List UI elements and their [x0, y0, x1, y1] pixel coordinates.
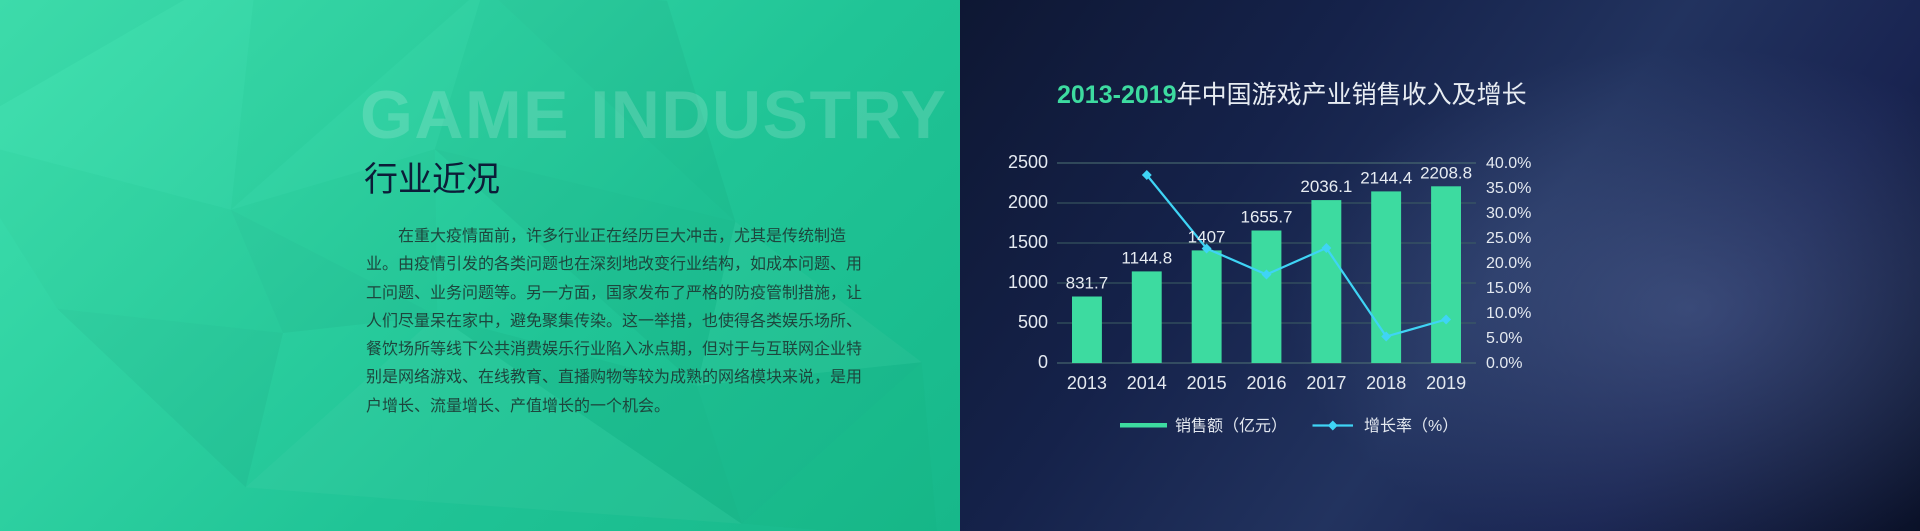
svg-text:500: 500: [1018, 312, 1048, 332]
svg-text:1655.7: 1655.7: [1241, 208, 1293, 227]
svg-text:0.0%: 0.0%: [1486, 355, 1522, 372]
svg-text:2000: 2000: [1008, 192, 1048, 212]
svg-text:30.0%: 30.0%: [1486, 205, 1531, 222]
svg-text:2014: 2014: [1127, 373, 1167, 393]
svg-text:40.0%: 40.0%: [1486, 155, 1531, 172]
svg-text:增长率（%）: 增长率（%）: [1364, 417, 1458, 435]
svg-text:5.0%: 5.0%: [1486, 330, 1522, 347]
svg-text:2036.1: 2036.1: [1300, 177, 1352, 196]
svg-text:1407: 1407: [1188, 227, 1226, 246]
svg-text:25.0%: 25.0%: [1486, 230, 1531, 247]
svg-text:2015: 2015: [1187, 373, 1227, 393]
svg-text:1500: 1500: [1008, 232, 1048, 252]
svg-text:1000: 1000: [1008, 272, 1048, 292]
svg-text:20.0%: 20.0%: [1486, 255, 1531, 272]
svg-text:2013: 2013: [1067, 373, 1107, 393]
svg-text:1144.8: 1144.8: [1121, 248, 1172, 267]
svg-text:0: 0: [1038, 352, 1048, 372]
svg-text:2019: 2019: [1426, 373, 1466, 393]
svg-text:10.0%: 10.0%: [1486, 305, 1531, 322]
svg-text:2144.4: 2144.4: [1360, 168, 1412, 187]
svg-text:35.0%: 35.0%: [1486, 180, 1531, 197]
svg-text:2208.8: 2208.8: [1420, 163, 1472, 182]
svg-text:2016: 2016: [1246, 373, 1286, 393]
svg-text:831.7: 831.7: [1066, 274, 1109, 293]
svg-text:销售额（亿元）: 销售额（亿元）: [1175, 417, 1287, 435]
svg-text:2017: 2017: [1306, 373, 1346, 393]
svg-text:2500: 2500: [1008, 152, 1048, 172]
svg-text:15.0%: 15.0%: [1486, 280, 1531, 297]
svg-text:2018: 2018: [1366, 373, 1406, 393]
